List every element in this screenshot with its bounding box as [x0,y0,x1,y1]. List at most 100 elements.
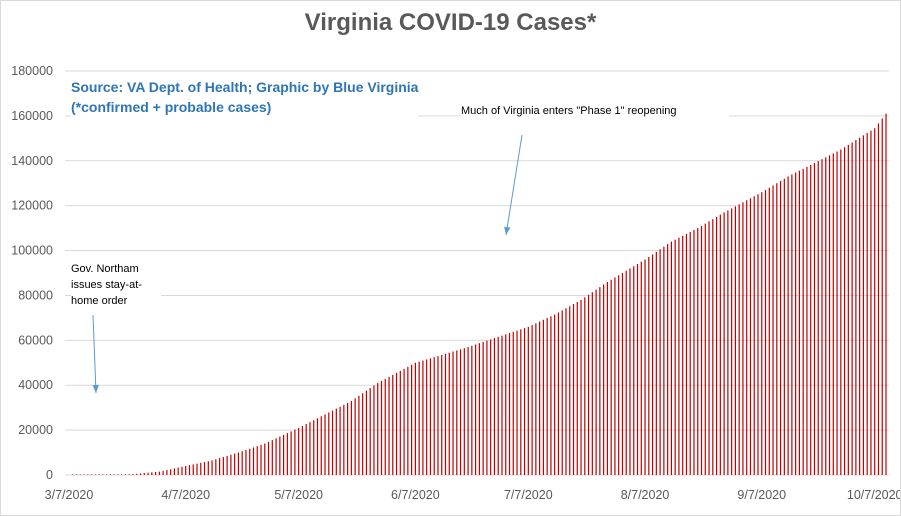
annotation-arrowhead [504,226,511,235]
bar [331,410,334,475]
bar [806,166,808,475]
bar [200,462,202,475]
bar [859,137,861,475]
bar [847,144,849,475]
bar [151,472,153,475]
bar [226,455,228,475]
bar [249,448,251,475]
bar [237,452,240,475]
bar [738,204,740,475]
bar [828,155,831,476]
bar [328,412,330,475]
bar [825,157,827,475]
bar [554,314,556,475]
bar [109,474,112,475]
bar [539,321,541,475]
y-tick-label: 180000 [11,64,53,78]
bar [757,194,759,475]
bar [595,289,597,475]
x-tick-label: 7/7/2020 [504,488,553,502]
bar [399,370,401,475]
source-note-line: Source: VA Dept. of Health; Graphic by B… [71,79,419,95]
y-tick-label: 100000 [11,244,53,258]
bar [493,338,496,475]
bars [72,113,887,476]
bar [644,259,646,475]
bar [365,390,368,475]
bar [177,467,179,475]
bar [584,297,586,475]
bar [813,163,816,475]
bar [557,312,560,475]
bar [136,473,138,475]
y-tick-label: 0 [46,468,53,482]
bar [166,470,168,475]
bar [72,474,74,475]
bar [313,420,315,475]
y-tick-label: 20000 [18,423,53,437]
bar [791,174,793,476]
bar [817,161,819,475]
bar [674,239,676,475]
annotation-arrow-line [505,134,523,236]
x-tick-label: 4/7/2020 [161,488,210,502]
bar [377,382,379,475]
bar [188,465,191,475]
bar [448,352,450,475]
bar [441,354,443,475]
bar [810,164,812,475]
x-tick-label: 8/7/2020 [621,488,670,502]
bar [798,170,801,475]
bar [388,376,390,475]
bar [418,361,420,475]
x-tick-label: 10/7/2020 [847,488,900,502]
bar [347,402,349,475]
bar [121,474,123,475]
bar [783,178,785,475]
bar [606,281,608,475]
source-note-line: (*confirmed + probable cases) [71,99,272,115]
bar [678,237,680,475]
bar [181,466,183,475]
bar [640,261,642,475]
bar [124,474,127,475]
bar [143,473,145,475]
annotation-arrowhead [92,384,99,393]
bar [211,460,213,475]
bar [437,356,439,475]
bar [294,429,296,475]
bar [339,406,341,475]
y-tick-label: 160000 [11,109,53,123]
annotation-phase-1: Much of Virginia enters "Phase 1" reopen… [461,104,729,118]
bar [742,202,744,476]
bar [693,230,695,475]
bar [689,231,691,475]
bar [768,187,770,475]
bar [414,362,416,475]
bar [429,358,432,475]
bar [456,350,458,475]
bar [682,235,684,475]
bar [215,459,217,475]
bar [700,225,703,475]
bar [90,474,93,475]
bar [587,294,590,475]
bar [309,422,311,475]
bar [550,316,552,475]
bar [618,275,620,475]
bar [731,208,733,476]
bar [335,408,337,475]
bar [719,214,721,475]
bar [395,372,398,475]
bar [870,130,872,475]
bar [87,474,89,475]
bar [776,183,778,475]
bar [320,416,322,475]
bar [75,474,78,475]
bar [535,323,537,475]
bar [508,333,511,475]
bar [475,344,477,475]
bar [482,341,484,475]
bar [113,474,115,475]
